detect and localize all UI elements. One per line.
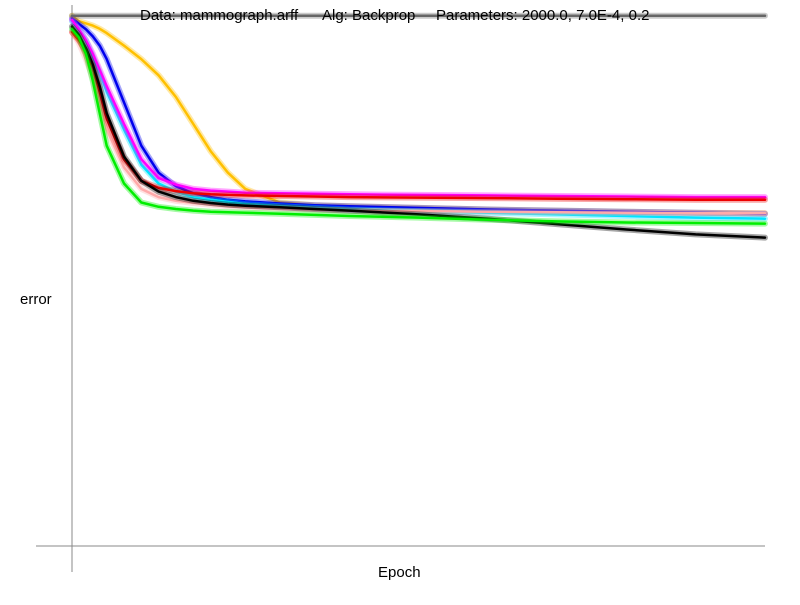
series-line-6-path	[70, 30, 767, 202]
series-line-6	[69, 29, 768, 203]
series-line-8	[69, 26, 768, 227]
series-line-5-path	[70, 30, 767, 215]
series-line-2-path	[70, 17, 767, 216]
series-line-4-path	[70, 18, 767, 199]
series-line-2	[69, 15, 768, 217]
y-axis-label: error	[20, 291, 52, 308]
header-params-label: Parameters: 2000.0, 7.0E-4, 0.2	[436, 7, 649, 24]
x-axis-label: Epoch	[378, 564, 421, 581]
series-layer	[69, 12, 768, 241]
series-line-5	[69, 29, 768, 217]
series-line-6-halo	[69, 29, 768, 203]
header-alg-label: Alg: Backprop	[322, 7, 415, 24]
header-data-label: Data: mammograph.arff	[140, 7, 299, 24]
series-line-4-halo	[69, 17, 768, 201]
series-line-4	[69, 17, 768, 201]
series-line-8-path	[70, 28, 767, 225]
